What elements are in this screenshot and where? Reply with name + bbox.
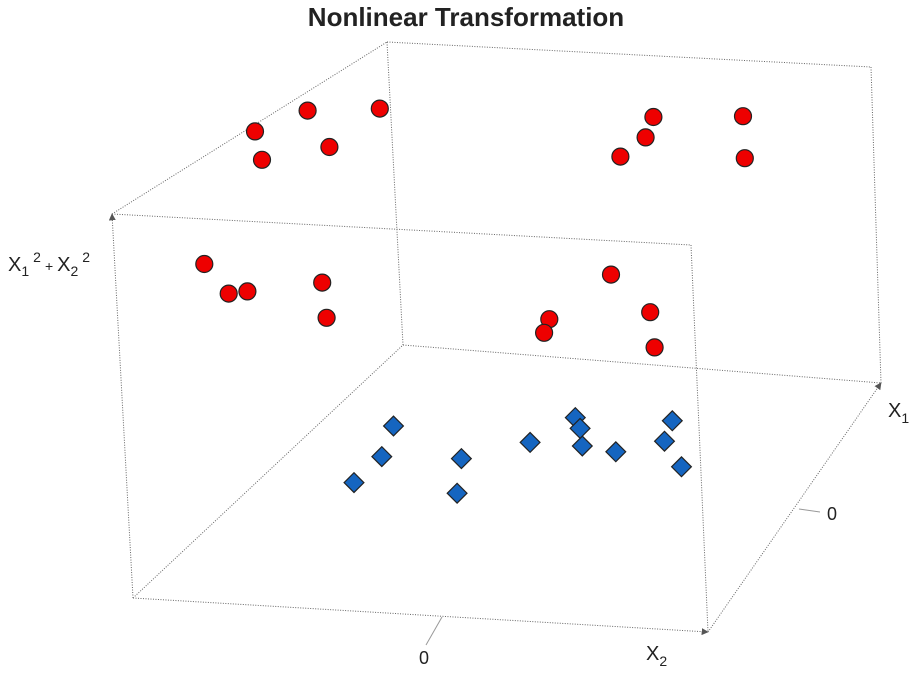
chart-title: Nonlinear Transformation <box>308 2 624 32</box>
red-circle-point-3 <box>536 324 553 341</box>
x1-axis-label: X1 <box>888 400 909 426</box>
z-axis-label-x2: X <box>57 254 70 276</box>
blue-diamond-point-5 <box>520 433 540 453</box>
blue-diamond-point-6 <box>572 436 592 456</box>
z-axis-label-sub2: 2 <box>70 263 78 279</box>
red-circle-point-12 <box>220 285 237 302</box>
red-circle-point-17 <box>299 102 316 119</box>
blue-diamond-point-0 <box>447 483 467 503</box>
red-circle-point-5 <box>736 150 753 167</box>
x2-axis-label-sub: 2 <box>659 653 667 669</box>
red-circle-point-10 <box>318 309 335 326</box>
red-circle-point-8 <box>645 109 662 126</box>
red-circle-point-19 <box>321 139 338 156</box>
blue-diamond-point-1 <box>344 473 364 493</box>
blue-diamond-point-12 <box>672 457 692 477</box>
box-edge-back-right-vertical <box>871 67 881 383</box>
red-circle-point-9 <box>612 148 629 165</box>
red-circle-point-14 <box>196 256 213 273</box>
x1-axis-label-sub: 1 <box>901 410 909 426</box>
data-points <box>196 100 754 503</box>
x2-zero-tick-mark <box>426 617 442 645</box>
blue-diamond-point-10 <box>662 411 682 431</box>
z-axis-label-plus: + <box>45 258 53 274</box>
x1-zero-tick-mark <box>799 509 820 512</box>
box-edge-back-left-vertical <box>387 42 403 345</box>
red-circle-point-18 <box>371 100 388 117</box>
red-circle-point-1 <box>642 304 659 321</box>
axis-x1-line <box>708 383 881 632</box>
red-circle-point-4 <box>603 266 620 283</box>
axis-x2-line <box>133 598 708 632</box>
red-circle-point-15 <box>254 151 271 168</box>
box-edge-back-bottom <box>403 345 881 383</box>
red-circle-point-13 <box>239 283 256 300</box>
x1-tick-label-0: 0 <box>827 504 837 524</box>
red-circle-point-16 <box>247 123 264 140</box>
red-circle-point-0 <box>646 339 663 356</box>
x2-tick-label-0: 0 <box>419 648 429 668</box>
box-edge-bottom-left-depth <box>133 345 403 598</box>
red-circle-point-6 <box>735 108 752 125</box>
box-edge-front-top <box>112 214 691 245</box>
blue-diamond-point-11 <box>655 431 675 451</box>
red-circle-point-11 <box>314 274 331 291</box>
blue-diamond-point-2 <box>372 447 392 467</box>
blue-diamond-point-8 <box>606 442 626 462</box>
box-edge-front-right-vertical <box>691 245 708 632</box>
x2-axis-label: X2 <box>646 643 667 669</box>
box-edge-back-top <box>387 42 871 67</box>
x2-axis-label-x: X <box>646 643 659 665</box>
z-axis-label: X12+ X22 <box>8 249 90 279</box>
z-axis-label-x1: X <box>8 254 21 276</box>
red-circle-point-7 <box>637 129 654 146</box>
blue-diamond-point-3 <box>384 416 404 436</box>
z-axis-label-sub1: 1 <box>21 263 29 279</box>
z-axis-label-sup1: 2 <box>33 249 41 265</box>
z-axis-label-sup2: 2 <box>82 249 90 265</box>
axis-z-line <box>112 214 133 598</box>
x1-axis-label-x: X <box>888 400 901 422</box>
blue-diamond-point-4 <box>452 449 472 469</box>
box-frame <box>112 42 881 632</box>
